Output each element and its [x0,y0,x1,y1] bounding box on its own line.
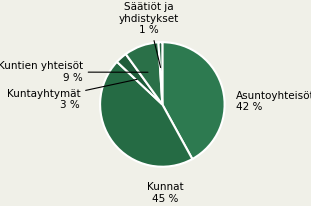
Text: Kunnat
45 %: Kunnat 45 % [147,182,184,204]
Text: Kuntien yhteisöt
9 %: Kuntien yhteisöt 9 % [0,61,148,83]
Wedge shape [100,62,192,167]
Text: Asuntoyhteisöt
42 %: Asuntoyhteisöt 42 % [236,91,311,112]
Text: Säätiöt ja
yhdistykset
1 %: Säätiöt ja yhdistykset 1 % [118,2,179,68]
Wedge shape [126,42,162,104]
Text: Kuntayhtymät
3 %: Kuntayhtymät 3 % [7,79,137,110]
Wedge shape [158,42,162,104]
Wedge shape [162,42,225,159]
Wedge shape [117,54,162,104]
